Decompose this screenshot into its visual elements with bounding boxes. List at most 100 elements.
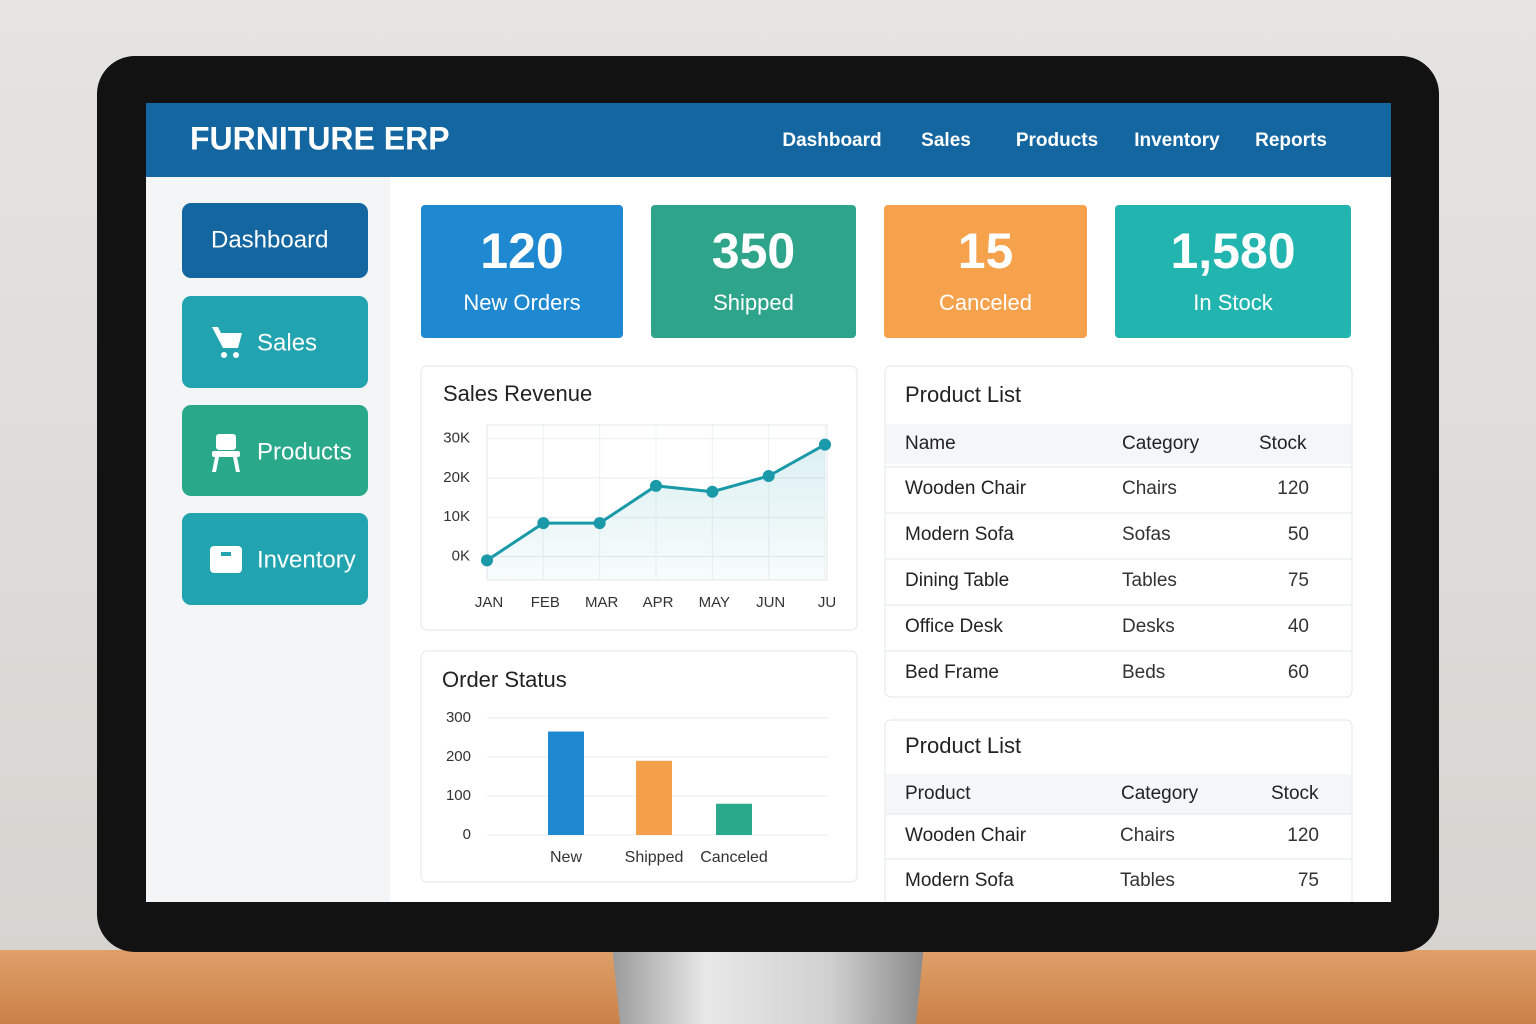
box-handle [221,552,231,556]
cell-category: Tables [1120,870,1175,891]
y-tick-label: 0K [452,547,470,564]
cell-name: Wooden Chair [905,825,1027,846]
x-tick-label: JU [818,594,836,611]
sidebar-button[interactable] [182,296,368,388]
x-tick-label: Canceled [700,849,768,866]
column-header: Category [1121,783,1199,804]
point [481,554,493,567]
x-tick-label: APR [643,594,674,611]
nav-item[interactable]: Reports [1255,130,1327,151]
bar [716,803,752,835]
nav-item[interactable]: Inventory [1134,130,1220,151]
header-bar [146,103,1391,177]
x-tick-label: Shipped [625,849,684,866]
stat-card [651,205,856,338]
cell-name: Bed Frame [905,662,999,683]
column-header: Category [1122,433,1200,454]
cell-name: Office Desk [905,616,1003,637]
cell-stock: 75 [1288,570,1309,591]
chart-title: Sales Revenue [443,381,592,406]
sidebar-label[interactable]: Inventory [257,546,356,573]
nav-item[interactable]: Sales [921,130,971,151]
cell-stock: 40 [1288,616,1309,637]
cart-icon [212,327,242,348]
stat-card [421,205,623,338]
stat-label: In Stock [1193,290,1273,315]
nav-item[interactable]: Products [1016,130,1098,151]
sidebar-label[interactable]: Dashboard [211,226,328,253]
x-tick-label: MAY [699,594,730,611]
table-header [886,774,1351,814]
bar [548,731,584,835]
tables: Product List Name Category Stock Wooden Chai… [886,382,1351,891]
point [819,438,831,451]
sidebar-button[interactable] [182,513,368,605]
bar [636,760,672,835]
cell-name: Dining Table [905,570,1009,591]
point [706,485,719,498]
nav-item[interactable]: Dashboard [782,130,881,151]
sidebar-icons [210,327,242,573]
y-tick-label: 0 [463,826,471,843]
cart-wheel [233,352,239,358]
stat-value: 120 [480,223,563,279]
table-title: Product List [905,733,1021,758]
sidebar-label[interactable]: Sales [257,329,317,356]
column-header: Stock [1259,433,1307,454]
x-tick-label: FEB [531,594,560,611]
sidebar-menu: Dashboard Sales Products Inventory [182,203,368,605]
column-header: Stock [1271,783,1319,804]
x-tick-label: MAR [585,594,619,611]
cell-category: Desks [1122,616,1175,637]
cell-category: Beds [1122,662,1165,683]
column-header: Product [905,783,971,804]
stat-value: 15 [958,223,1014,279]
x-tick-label: JAN [475,594,503,611]
stat-label: Shipped [713,290,794,315]
stat-label: Canceled [939,290,1032,315]
cell-category: Chairs [1122,478,1177,499]
cell-stock: 50 [1288,524,1309,545]
table-header [886,424,1351,464]
y-tick-label: 10K [443,508,470,525]
y-tick-label: 100 [446,787,471,804]
app-title: FURNITURE ERP [190,120,450,156]
stat-value: 350 [712,223,795,279]
area [487,444,825,580]
y-tick-label: 300 [446,709,471,726]
cell-stock: 75 [1298,870,1319,891]
point [537,517,550,530]
chair-icon [216,434,236,450]
monitor-stand [612,945,924,1024]
stat-value: 1,580 [1170,223,1295,279]
bezel-bottom [146,902,1391,952]
cell-stock: 120 [1277,478,1309,499]
cell-name: Modern Sofa [905,524,1014,545]
stat-card [1115,205,1351,338]
y-tick-label: 20K [443,469,470,486]
point [762,470,775,483]
charts: Sales Revenue 0K 10K 20K 30K JAN FEB MAR APR MAY J… [442,381,836,866]
chair-seat [212,451,240,457]
column-header: Name [905,433,956,454]
x-tick-label: New [550,849,582,866]
cell-category: Sofas [1122,524,1171,545]
cell-name: Wooden Chair [905,478,1027,499]
cell-stock: 120 [1287,825,1319,846]
sidebar-button[interactable] [182,405,368,496]
y-tick-label: 30K [443,430,470,447]
cell-category: Tables [1122,570,1177,591]
y-tick-label: 200 [446,748,471,765]
point [650,479,662,492]
table-title: Product List [905,382,1021,407]
chair-legs [212,457,240,472]
chart-title: Order Status [442,667,567,692]
cell-name: Modern Sofa [905,870,1014,891]
sidebar-button[interactable] [182,203,368,278]
cell-stock: 60 [1288,662,1309,683]
sidebar-label[interactable]: Products [257,438,352,465]
cart-wheel [221,352,227,358]
x-tick-label: JUN [756,594,785,611]
nav: Dashboard Sales Products Inventory Reports [782,130,1327,151]
